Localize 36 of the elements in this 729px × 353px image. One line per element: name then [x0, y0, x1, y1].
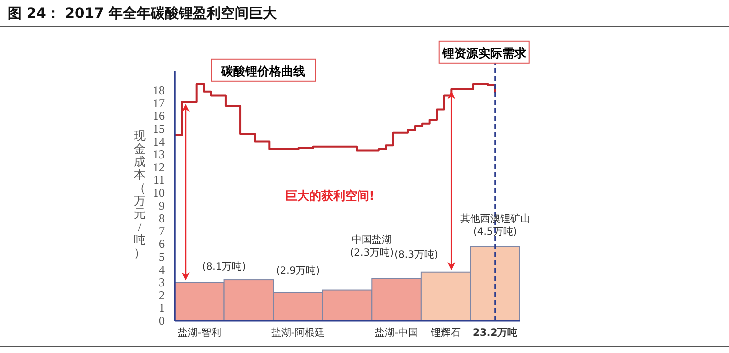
annotation: (8.3万吨)	[394, 249, 438, 261]
annotation: (2.3万吨)	[350, 247, 394, 259]
y-tick-label: 2	[159, 288, 165, 302]
annotation: 中国盐湖	[352, 234, 392, 246]
x-tick-label: 盐湖-中国	[374, 327, 419, 339]
annotation: (8.1万吨)	[202, 261, 246, 273]
annotation: 巨大的获利空间!	[285, 189, 375, 203]
x-tick-label: 23.2万吨	[473, 327, 518, 339]
ref-line-label: 锂资源实际需求	[441, 46, 528, 60]
y-tick-label: 5	[159, 250, 165, 264]
annotation: (2.9万吨)	[276, 265, 320, 277]
x-tick-label: 盐湖-智利	[178, 327, 222, 339]
y-tick-label: 6	[159, 237, 165, 252]
y-tick-label: 9	[159, 198, 165, 213]
y-tick-label: 0	[159, 314, 165, 328]
chart-title: 图 24： 2017 年全年碳酸锂盈利空间巨大	[8, 5, 278, 22]
x-tick-label: 锂辉石	[430, 327, 462, 339]
y-tick-label: 11	[153, 173, 165, 188]
y-tick-label: 15	[153, 122, 165, 136]
y-tick-label: 13	[153, 148, 165, 162]
x-tick-label: 盐湖-阿根廷	[271, 327, 326, 339]
y-tick-label: 8	[159, 212, 165, 226]
text: 现金成本（万元/吨）	[134, 129, 146, 260]
annotation: 其他西澳锂矿山	[460, 213, 530, 225]
y-tick-label: 10	[153, 186, 165, 200]
y-tick-label: 4	[159, 262, 165, 277]
y-tick-label: 7	[159, 224, 165, 238]
y-tick-label: 14	[153, 134, 165, 149]
y-tick-label: 16	[153, 109, 165, 124]
y-tick-label: 18	[153, 84, 165, 98]
y-tick-label: 3	[159, 276, 165, 290]
y-tick-label: 17	[153, 96, 165, 110]
annotation: (4.5万吨)	[474, 226, 518, 238]
y-tick-label: 1	[159, 301, 165, 316]
series-label: 碳酸锂价格曲线	[220, 64, 306, 78]
y-tick-label: 12	[153, 160, 165, 174]
